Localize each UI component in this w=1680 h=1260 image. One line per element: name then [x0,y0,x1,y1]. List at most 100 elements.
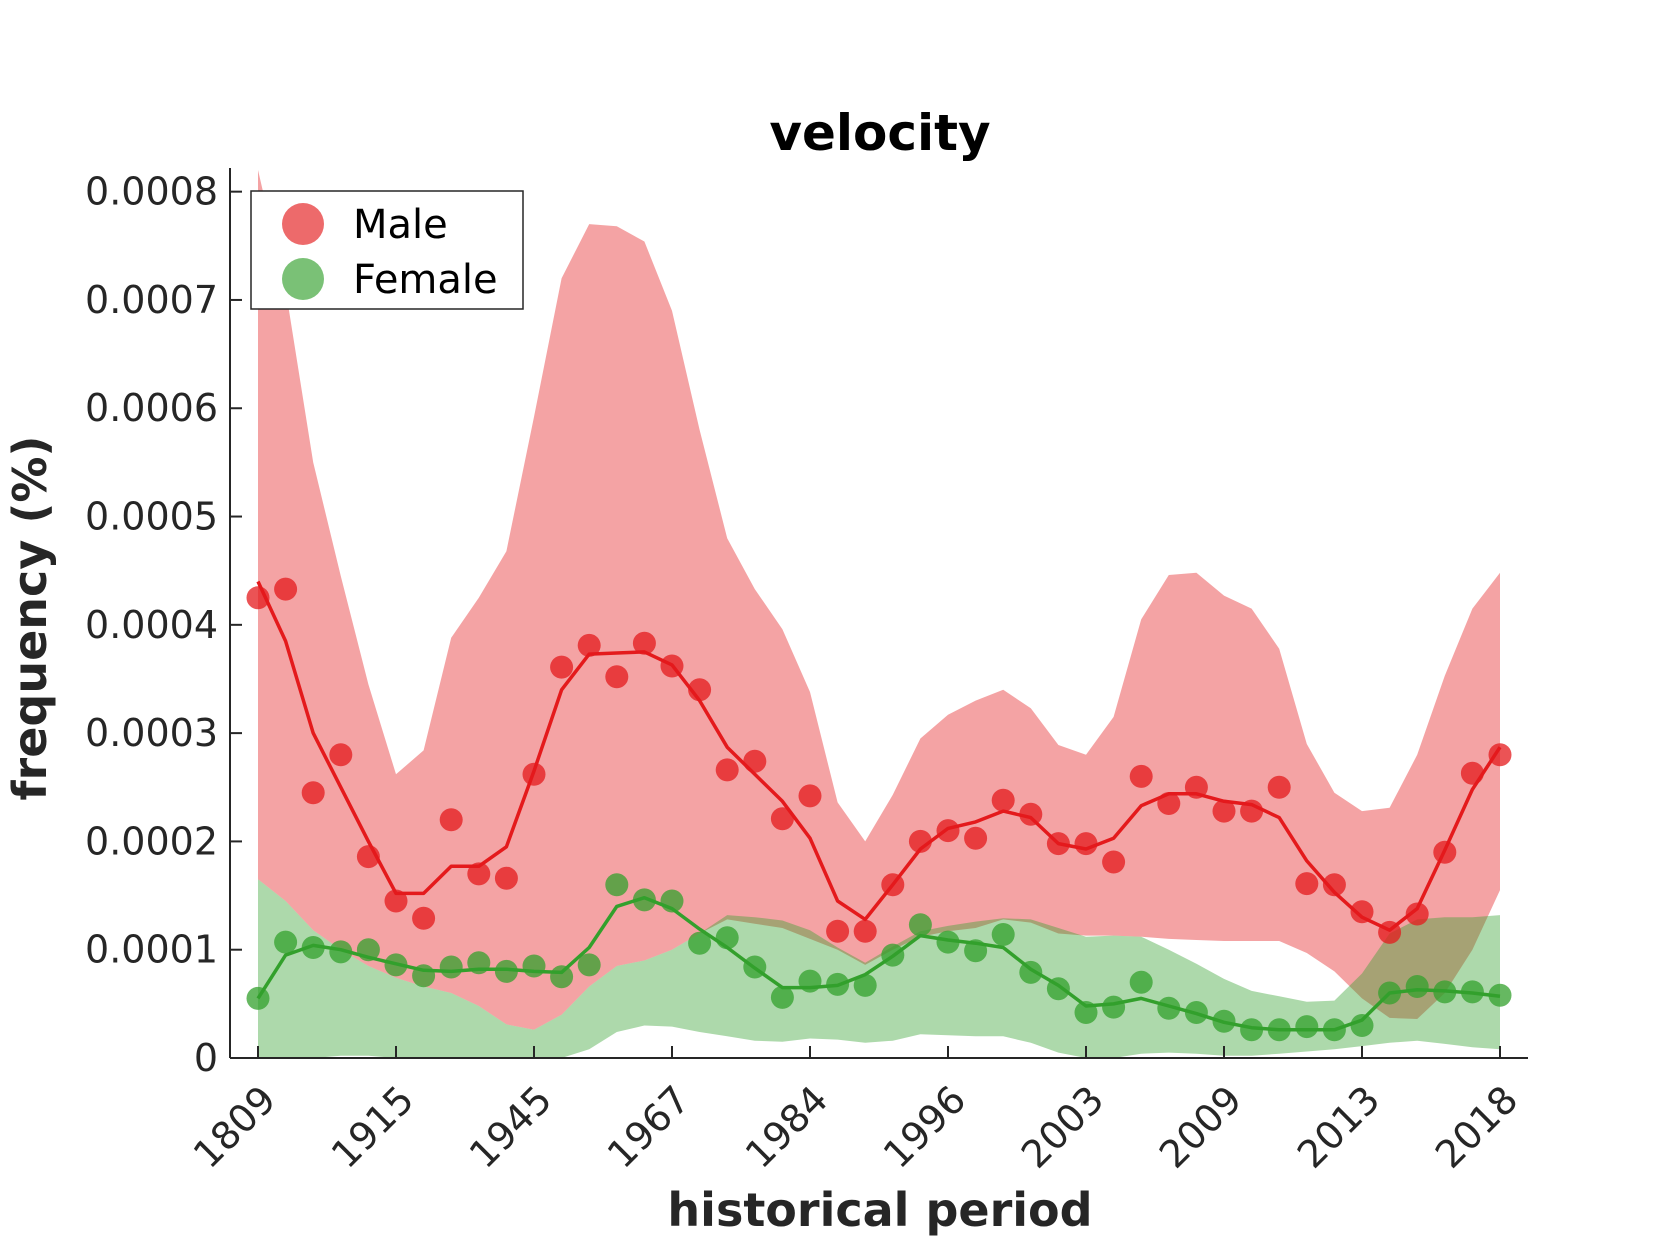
point-female [1129,970,1153,994]
point-female [853,973,877,997]
point-male [881,873,905,897]
point-female [1433,980,1457,1004]
point-female [715,926,739,950]
point-male [356,845,380,869]
point-male [853,919,877,943]
point-male [1074,832,1098,856]
point-male [1378,920,1402,944]
point-female [1295,1015,1319,1039]
point-male [1184,775,1208,799]
y-tick-label: 0.0001 [85,928,218,972]
point-female [936,930,960,954]
point-female [964,939,988,963]
point-female [550,965,574,989]
point-female [522,954,546,978]
point-male [688,678,712,702]
point-female [991,923,1015,946]
point-male [412,906,436,930]
legend: Male Female [250,190,524,310]
legend-label-female: Female [353,257,498,303]
point-female [688,931,712,955]
y-tick-label: 0 [194,1036,218,1080]
point-male [798,784,822,808]
point-male [908,829,932,853]
point-female [632,888,656,912]
point-male [743,749,767,773]
point-male [494,866,518,890]
point-female [384,953,408,977]
point-male [577,633,601,657]
trend-line-male [256,580,1502,932]
point-male [1295,872,1319,896]
point-male [964,826,988,850]
x-tick-label: 2013 [1289,1077,1389,1177]
point-female [1322,1018,1346,1042]
point-female [605,873,629,897]
point-female [1350,1014,1374,1037]
x-tick-label: 1996 [875,1077,975,1177]
point-female [770,985,794,1009]
point-male [1046,832,1070,856]
band-male [258,170,1500,1030]
point-male [1212,799,1236,823]
point-female [329,940,353,964]
point-male [1405,902,1429,926]
chart-title: velocity [769,104,990,162]
y-tick-label: 0.0008 [85,170,218,214]
point-female [908,913,932,937]
point-male [1267,775,1291,799]
point-female [494,959,518,983]
x-tick-label: 2003 [1013,1077,1113,1177]
point-female [743,955,767,979]
trend-line-female [256,895,1501,1032]
point-male [274,577,298,601]
point-male [826,919,850,943]
point-male [1460,761,1484,785]
point-male [301,781,325,805]
data-points [246,577,1512,1042]
point-female [356,938,380,962]
point-female [826,972,850,996]
x-tick-label: 1809 [185,1077,285,1177]
point-female [1184,1001,1208,1024]
point-male [384,889,408,913]
y-tick-label: 0.0003 [85,711,218,755]
point-male [1240,799,1264,823]
x-tick-label: 1967 [599,1077,699,1177]
point-male [1157,792,1181,815]
point-male [439,808,463,832]
trend-lines [256,580,1502,1032]
point-female [1405,975,1429,998]
point-male [550,655,574,679]
point-male [1433,840,1457,864]
point-female [881,943,905,967]
point-male [1019,802,1043,826]
x-tick-label: 2009 [1151,1077,1251,1177]
point-female [439,955,463,979]
point-female [274,930,298,954]
legend-marker-male [282,203,324,245]
y-tick-label: 0.0007 [85,278,218,322]
point-female [1046,977,1070,1001]
point-female [1488,983,1512,1007]
x-tick-label: 1915 [323,1077,423,1177]
point-female [1240,1018,1264,1042]
point-female [1212,1009,1236,1033]
point-male [770,807,794,831]
point-male [1322,873,1346,897]
point-female [1102,995,1126,1019]
point-male [467,862,491,886]
point-female [1460,980,1484,1004]
point-female [1019,960,1043,984]
x-tick-label: 2018 [1427,1077,1527,1177]
y-tick-label: 0.0004 [85,603,218,647]
point-female [467,951,491,975]
point-female [577,953,601,977]
legend-label-male: Male [353,202,448,248]
point-male [936,819,960,843]
point-female [412,964,436,988]
legend-marker-female [282,258,324,300]
point-male [605,665,629,689]
x-tick-label: 1945 [461,1077,561,1177]
